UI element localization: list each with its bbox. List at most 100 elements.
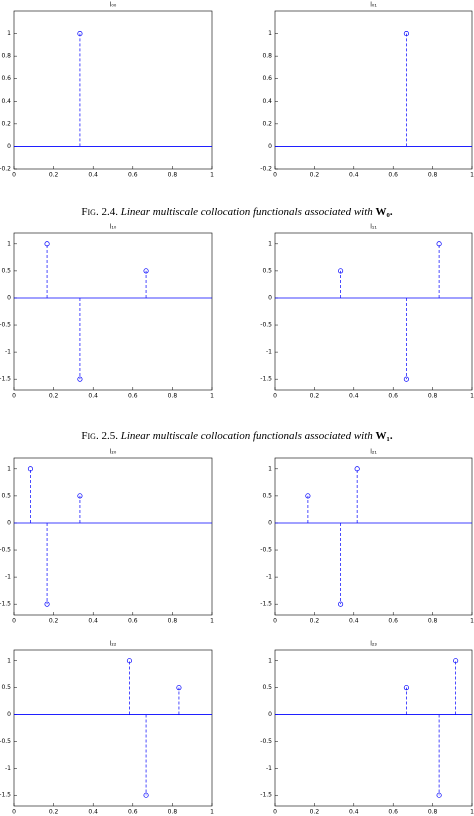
y-tick-label: 0.2 [262,120,272,127]
x-tick-label: 0 [12,618,16,625]
x-tick-label: 0.8 [428,809,438,816]
y-tick-label: -1 [266,349,272,356]
x-tick-label: 0.2 [49,393,59,400]
y-tick-label: 1 [7,30,11,37]
y-tick-label: -1.5 [0,376,11,383]
stem-marker [77,493,83,499]
axes-frame [274,10,473,170]
x-tick-label: 0.2 [310,618,320,625]
y-tick-label: 1 [7,240,11,247]
y-tick-label: -0.5 [260,547,272,554]
y-tick-label: 0 [7,294,11,301]
caption: Fig. 2.5. Linear multiscale collocation … [81,430,392,442]
y-tick-label: -0.5 [0,547,11,554]
y-tick-label: -0.2 [0,166,11,173]
stem-marker [27,466,33,472]
axes-frame [13,232,213,391]
stem-marker [338,268,344,274]
y-tick-label: -1 [5,349,11,356]
caption: Fig. 2.4. Linear multiscale collocation … [81,206,392,218]
x-tick-label: 0.8 [428,618,438,625]
chart-title: l₀₀ [110,2,117,9]
y-tick-label: 1 [268,657,272,664]
y-tick-label: 0.4 [1,98,11,105]
y-tick-label: -1 [5,765,11,772]
y-tick-label: -1.5 [0,792,11,799]
x-tick-label: 1 [210,809,214,816]
y-tick-label: -0.5 [0,322,11,329]
x-tick-label: 0 [273,809,277,816]
x-tick-label: 0.6 [128,809,138,816]
x-tick-label: 0.8 [168,172,178,179]
axes-frame [274,232,473,391]
x-tick-label: 0.4 [88,393,98,400]
y-tick-label: 1 [7,657,11,664]
caption-label: Fig. 2.5. [81,430,118,442]
x-tick-label: 0.4 [88,809,98,816]
stem-marker [176,685,182,691]
axes-frame [13,457,213,616]
y-tick-label: -1.5 [0,601,11,608]
x-tick-label: 0 [12,393,16,400]
chart-title: l₂₀ [110,449,117,456]
x-tick-label: 0.6 [128,618,138,625]
stem-marker [403,31,409,37]
y-tick-label: 0 [268,519,272,526]
axes-frame [13,649,213,807]
x-tick-label: 1 [470,393,474,400]
caption-text: Linear multiscale collocation functional… [120,206,374,218]
y-tick-label: 0.6 [262,75,272,82]
stem-marker [77,376,83,382]
x-tick-label: 0.6 [388,393,398,400]
y-tick-label: 1 [268,30,272,37]
x-tick-label: 0.2 [49,172,59,179]
x-tick-label: 1 [470,618,474,625]
x-tick-label: 1 [210,618,214,625]
y-tick-label: 0.5 [1,267,11,274]
y-tick-label: 0.6 [1,75,11,82]
y-tick-label: -0.5 [260,322,272,329]
x-tick-label: 0 [273,393,277,400]
chart-title: l₁₀ [110,224,117,231]
y-tick-label: -0.5 [260,738,272,745]
chart-title: l₂₂ [110,641,117,648]
x-tick-label: 0.6 [388,618,398,625]
x-tick-label: 0.6 [388,172,398,179]
y-tick-label: 0.8 [1,53,11,60]
stem-marker [436,792,442,798]
x-tick-label: 1 [210,172,214,179]
y-tick-label: 0.4 [262,98,272,105]
y-tick-label: 0 [268,294,272,301]
stem-marker [338,601,344,607]
x-tick-label: 0.4 [88,172,98,179]
stem-marker [403,685,409,691]
caption-text: Linear multiscale collocation functional… [120,430,374,442]
y-tick-label: 1 [268,240,272,247]
y-tick-label: 0 [7,519,11,526]
x-tick-label: 0 [273,172,277,179]
stem-marker [143,792,149,798]
stem-marker [305,493,311,499]
y-tick-label: 0.5 [1,492,11,499]
y-tick-label: 0 [7,143,11,150]
x-tick-label: 0.6 [128,393,138,400]
y-tick-label: -1 [266,765,272,772]
y-tick-label: 0.5 [262,684,272,691]
y-tick-label: 0 [7,711,11,718]
stem-marker [143,268,149,274]
chart-title: l₂₁ [370,449,377,456]
x-tick-label: 0.8 [428,393,438,400]
x-tick-label: 0.6 [128,172,138,179]
x-tick-label: 0 [12,809,16,816]
caption-symbol: W₀. [376,206,393,218]
y-tick-label: 0 [268,711,272,718]
x-tick-label: 0.4 [88,618,98,625]
stem-marker [77,31,83,37]
chart-title: l₁₁ [370,224,377,231]
y-tick-label: -0.2 [260,166,272,173]
y-tick-label: 1 [7,465,11,472]
y-tick-label: -1.5 [260,376,272,383]
y-tick-label: 0.5 [1,684,11,691]
